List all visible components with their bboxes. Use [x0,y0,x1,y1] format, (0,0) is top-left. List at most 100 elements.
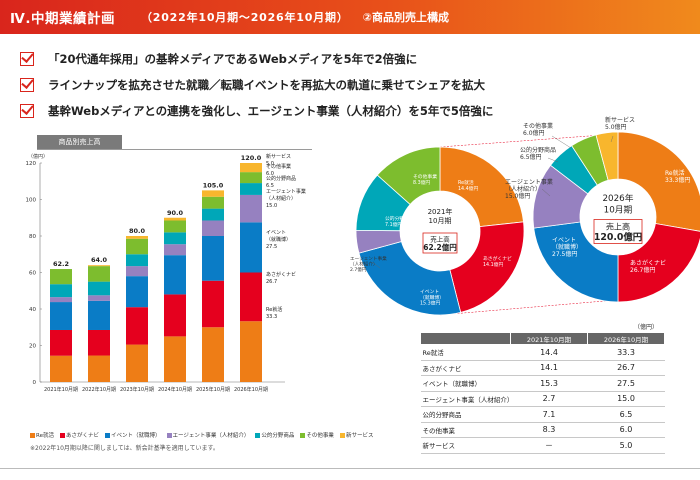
bar-segment-other [202,196,224,209]
chart-legend: Re就活 あさがくナビ イベント（就職博） エージェント事業（人材紹介） 公的分野商品 そ… [30,431,379,439]
bar-segment-other [164,220,186,233]
bar-segment-agent [50,297,72,303]
row-value: 7.1 [510,406,588,423]
checkbox-icon [20,104,34,118]
pie-slice-label: （就職博） [552,243,582,251]
x-tick-label: 2025年10月期 [196,386,230,393]
bar-segment-re [202,327,224,382]
bar-total-label: 64.0 [91,256,108,264]
pie-slice-label: 公的分野商品 [385,215,414,222]
y-tick-label: 20 [29,344,36,350]
bar-total-label: 105.0 [203,181,224,189]
pie-center-value: 120.0億円 [594,231,642,243]
pie-slice-value: 27.5億円 [552,250,577,258]
chart-panel-divider [37,149,312,150]
segment-annotation: その他事業 [266,163,291,170]
pie-slice-label: エージェント事業 [350,255,387,262]
table-header: 2021年10月期 [510,332,588,345]
pie-leader-line [371,261,381,269]
pie-slice-asagao [449,221,525,313]
pie-slice-label: イベント [420,289,439,295]
row-label: あさがくナビ [420,360,511,376]
pie-period: 2021年 [428,207,453,216]
y-tick-label: 0 [33,380,37,386]
pie-slice-label: 新サービス [605,116,635,124]
table-row: 新サービス－ 5.0 [420,437,665,454]
table-body: Re就活 14.4 33.3 あさがくナビ 14.1 26.7 イベント（就職博） 15.3 2… [420,344,665,454]
pie-center-value: 62.2億円 [423,242,457,252]
pie-slice-event [358,241,462,316]
bar-segment-new [164,217,186,221]
segment-annotation: 6.5 [266,183,274,189]
bullet-item: 「20代通年採用」の基幹メディアであるWebメディアを5年で2倍強に [20,46,680,72]
pie-slice-value: 15.3億円 [420,300,440,307]
segment-annotation: （人材紹介） [266,195,296,202]
segment-annotation: （就職博） [266,236,291,243]
pie-slice-value: 2.7億円 [350,266,367,273]
bullet-text: 基幹Webメディアとの連携を強化し、エージェント事業（人材紹介）を5年で5倍強に [48,104,494,118]
row-value: 15.3 [510,375,588,392]
bar-segment-new [240,163,262,173]
pie-slice-value: 7.1億円 [385,221,402,228]
segment-annotation: エージェント事業 [266,188,306,195]
pie-leader-line [541,188,551,197]
pie-slice-value: 8.3億円 [413,179,430,186]
bar-segment-koumuin [240,183,262,195]
row-value: 15.0 [587,391,665,407]
bar-segment-event [50,302,72,330]
y-tick-label: 100 [26,198,37,204]
pie-slice-value: 6.0億円 [523,129,545,137]
pie-slice-label: あさがくナビ [630,259,666,267]
bar-segment-event [202,236,224,281]
table-header: 2026年10月期 [587,332,665,345]
row-value: 33.3 [587,344,665,361]
pie-slice-value: 14.4億円 [458,185,478,192]
table-row: 公的分野商品 7.1 6.5 [420,406,665,423]
pie-slice-label: Re就活 [665,169,685,177]
legend-label: その他事業 [306,433,334,439]
pie-slice-value: 5.0億円 [605,123,627,131]
pie-center-box [422,232,458,254]
legend-item: イベント（就職博） [104,431,161,439]
bar-segment-new [202,190,224,197]
x-tick-label: 2022年10月期 [82,386,116,393]
x-tick-label: 2024年10月期 [158,386,192,393]
bar-segment-event [240,222,262,273]
pie-slice-label: あさがくナビ [483,255,512,262]
section-title: ②商品別売上構成 [362,11,449,24]
legend-item: 新サービス [339,431,373,439]
segment-annotation: 新サービス [266,153,291,160]
bar-segment-asagao [202,280,224,328]
bar-total-label: 62.2 [53,260,69,268]
footnote: ※2022年10月期以降に関しましては、新会計基準を適用しています。 [30,445,219,452]
pie-slice-event [533,221,619,303]
bar-segment-other [88,266,110,282]
bar-segment-event [88,300,110,330]
pie-slice-label: （人材紹介） [505,185,541,193]
row-value: 8.3 [510,422,588,438]
chart-panel-label: 商品別売上高 [37,135,122,149]
pie-slice-value: 6.5億円 [520,153,542,161]
bar-segment-re [126,344,148,382]
row-value: 14.4 [510,344,588,361]
row-label: その他事業 [420,422,511,438]
table-row: エージェント事業（人材紹介） 2.7 15.0 [420,391,665,407]
bar-segment-asagao [240,272,262,322]
legend-label: あさがくナビ [65,433,99,439]
bar-segment-koumuin [50,284,72,298]
row-value: － [510,437,588,454]
segment-annotation: 15.0 [266,203,277,209]
pie-charts: 2021年10月期売上高62.2億円Re就活14.4億円あさがくナビ14.1億円… [350,116,700,316]
pie-slice-re [617,131,700,232]
table-unit: （億円） [634,324,659,331]
legend-item: その他事業 [300,431,334,439]
legend-item: Re就活 [30,431,54,439]
legend-swatch [59,432,65,438]
bar-segment-agent [202,220,224,236]
row-value: 6.0 [587,422,665,438]
bar-segment-re [50,355,72,382]
legend-swatch [255,432,261,438]
pie-slice-label: その他事業 [523,122,553,130]
pie-leader-line [610,135,614,143]
legend-swatch [339,432,345,438]
